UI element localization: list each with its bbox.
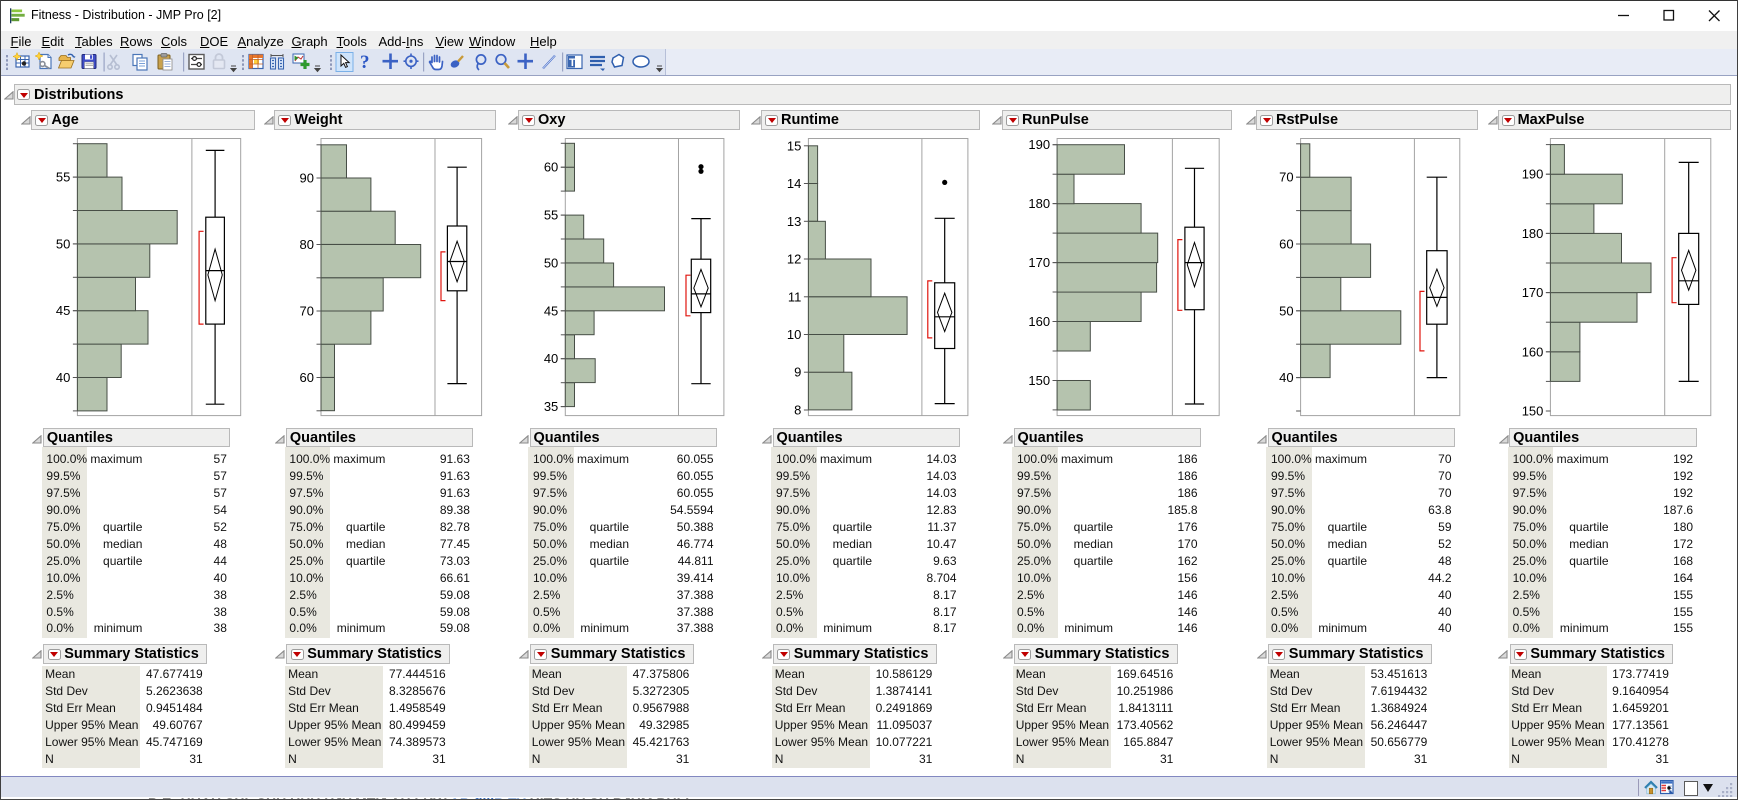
svg-text:14: 14 (787, 176, 801, 191)
svg-text:60: 60 (300, 370, 314, 385)
svg-text:50: 50 (1279, 303, 1293, 318)
svg-text:40: 40 (544, 351, 558, 366)
svg-text:45: 45 (56, 303, 70, 318)
svg-text:9: 9 (794, 365, 801, 380)
svg-text:13: 13 (787, 214, 801, 229)
svg-text:150: 150 (1521, 403, 1543, 418)
svg-text:90: 90 (300, 171, 314, 186)
svg-text:T: T (569, 57, 576, 69)
svg-text:150: 150 (1028, 373, 1050, 388)
svg-text:15: 15 (787, 138, 801, 153)
svg-text:70: 70 (300, 303, 314, 318)
svg-text:55: 55 (56, 170, 70, 185)
svg-text:10: 10 (787, 327, 801, 342)
svg-text:40: 40 (56, 370, 70, 385)
svg-text:60: 60 (544, 160, 558, 175)
svg-text:35: 35 (544, 399, 558, 414)
svg-text:80: 80 (300, 237, 314, 252)
svg-text:40: 40 (1279, 370, 1293, 385)
svg-text:50: 50 (544, 256, 558, 271)
svg-text:55: 55 (544, 208, 558, 223)
svg-text:180: 180 (1028, 196, 1050, 211)
svg-text:?: ? (360, 52, 370, 73)
svg-text:70: 70 (1279, 170, 1293, 185)
svg-text:190: 190 (1521, 167, 1543, 182)
svg-text:45: 45 (544, 303, 558, 318)
svg-text:8: 8 (794, 402, 801, 417)
svg-text:160: 160 (1521, 344, 1543, 359)
svg-text:160: 160 (1028, 314, 1050, 329)
svg-text:12: 12 (787, 252, 801, 267)
svg-text:11: 11 (788, 289, 801, 304)
svg-text:60: 60 (1279, 237, 1293, 252)
svg-text:50: 50 (56, 236, 70, 251)
svg-text:170: 170 (1521, 285, 1543, 300)
svg-text:180: 180 (1521, 226, 1543, 241)
svg-text:190: 190 (1028, 137, 1050, 152)
svg-text:170: 170 (1028, 255, 1050, 270)
